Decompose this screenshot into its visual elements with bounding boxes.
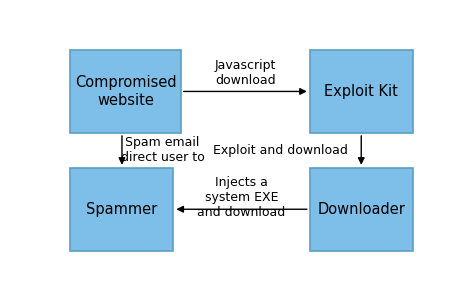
FancyBboxPatch shape <box>70 50 181 133</box>
Text: Downloader: Downloader <box>317 202 405 217</box>
Text: Javascript
download: Javascript download <box>215 59 276 87</box>
Text: Compromised
website: Compromised website <box>75 75 176 108</box>
Text: Spam email
direct user to: Spam email direct user to <box>121 136 204 164</box>
Text: Exploit and download: Exploit and download <box>213 144 348 157</box>
Text: Spammer: Spammer <box>86 202 158 217</box>
FancyBboxPatch shape <box>70 168 173 251</box>
Text: Injects a
system EXE
and download: Injects a system EXE and download <box>198 176 286 219</box>
Text: Exploit Kit: Exploit Kit <box>324 84 398 99</box>
FancyBboxPatch shape <box>310 50 413 133</box>
FancyBboxPatch shape <box>310 168 413 251</box>
